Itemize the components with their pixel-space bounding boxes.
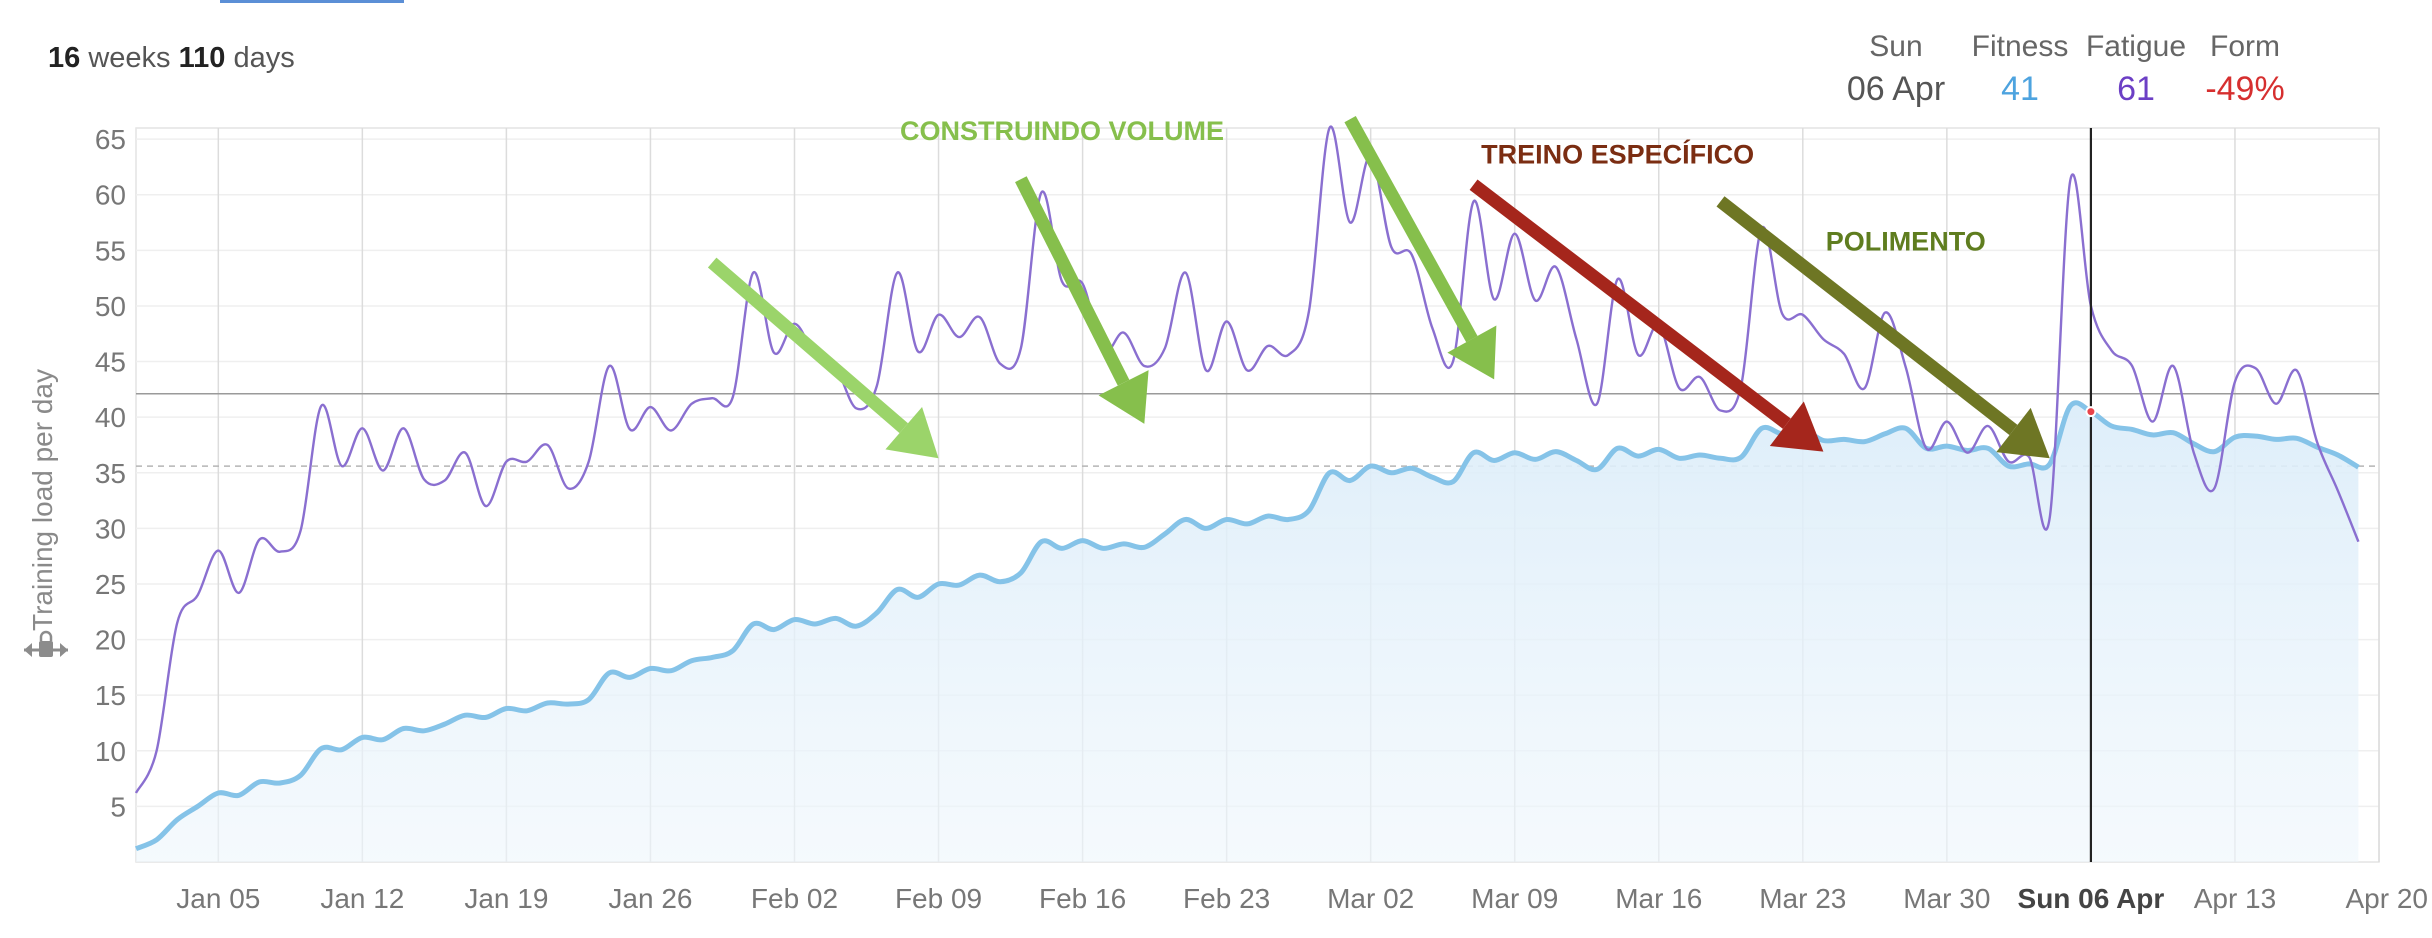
- x-tick-label: Jan 05: [176, 883, 260, 914]
- x-tick-label: Mar 30: [1903, 883, 1990, 914]
- x-tick-label: Jan 26: [608, 883, 692, 914]
- y-tick-label: 15: [95, 680, 126, 711]
- y-tick-labels: 5 10 15 20 25 30 35 40 45 50 55 60 65: [95, 124, 126, 822]
- annotation-arrow-shaft: [1015, 176, 1130, 386]
- x-tick-label: Jan 12: [320, 883, 404, 914]
- annotation-arrow-head: [1996, 407, 2050, 459]
- legend-fitness: Fitness 41: [1955, 30, 2085, 109]
- annotation-arrow-head: [1447, 325, 1497, 380]
- annotation-arrow-shaft: [1469, 179, 1791, 429]
- annotation-labels: CONSTRUINDO VOLUME TREINO ESPECÍFICO POLIM…: [900, 116, 1986, 256]
- reference-lines: [136, 393, 2379, 467]
- hover-cursor: [2085, 128, 2097, 862]
- annotation-arrows: [707, 115, 2050, 459]
- fitness-area: [136, 402, 2359, 862]
- y-tick-label: 65: [95, 124, 126, 155]
- x-tick-label: Feb 09: [895, 883, 982, 914]
- legend-date: Sun 06 Apr: [1836, 30, 1956, 109]
- days-label: days: [233, 42, 295, 74]
- annotation-arrow-shaft: [1344, 115, 1478, 343]
- y-tick-label: 60: [95, 180, 126, 211]
- y-tick-label: 35: [95, 458, 126, 489]
- annotation-label: POLIMENTO: [1826, 226, 1986, 256]
- weeks-label: weeks: [88, 42, 171, 74]
- y-axis-label: Training load per day: [27, 369, 58, 631]
- cursor-point: [2085, 406, 2097, 418]
- x-tick-label: Mar 09: [1471, 883, 1558, 914]
- days-count: 110: [178, 42, 226, 74]
- y-tick-label: 20: [95, 625, 126, 656]
- legend-form-label: Form: [2210, 30, 2280, 63]
- legend-fitness-value: 41: [2001, 70, 2039, 108]
- legend-fatigue-label: Fatigue: [2085, 30, 2187, 63]
- legend-fatigue: Fatigue 61: [2076, 30, 2196, 109]
- vertical-resize-handle-icon[interactable]: [20, 630, 72, 670]
- fitness-line: [134, 400, 2360, 852]
- weeks-count: 16: [48, 42, 81, 74]
- y-tick-label: 30: [95, 513, 126, 544]
- annotation-arrow-head: [1769, 401, 1824, 452]
- x-tick-label: Apr 20: [2346, 883, 2429, 914]
- legend-fitness-label: Fitness: [1971, 30, 2069, 63]
- annotation-arrow-shaft: [707, 257, 908, 434]
- x-tick-label-highlight: Sun 06 Apr: [2018, 883, 2165, 914]
- x-tick-label: Mar 23: [1759, 883, 1846, 914]
- y-tick-label: 45: [95, 347, 126, 378]
- y-tick-label: 5: [110, 791, 126, 822]
- annotation-arrow-shaft: [1716, 196, 2018, 436]
- x-tick-labels: Jan 05 Jan 12 Jan 19 Jan 26 Feb 02 Feb 09 Feb …: [176, 883, 2428, 914]
- y-tick-label: 50: [95, 291, 126, 322]
- legend-form: Form -49%: [2190, 30, 2300, 109]
- legend-date-value: 06 Apr: [1846, 70, 1946, 108]
- legend-form-value: -49%: [2205, 70, 2285, 108]
- annotation-arrow-head: [885, 407, 939, 459]
- annotation-label: CONSTRUINDO VOLUME: [900, 116, 1224, 146]
- annotation-label: TREINO ESPECÍFICO: [1481, 139, 1754, 170]
- x-tick-label: Feb 02: [751, 883, 838, 914]
- legend-fatigue-value: 61: [2117, 70, 2155, 108]
- x-tick-label: Apr 13: [2194, 883, 2277, 914]
- y-tick-label: 55: [95, 235, 126, 266]
- top-scroll-indicator: [220, 0, 404, 3]
- annotation-arrow-head: [1098, 370, 1149, 424]
- legend-date-day: Sun: [1869, 30, 1923, 63]
- y-tick-label: 40: [95, 402, 126, 433]
- y-tick-label: 25: [95, 569, 126, 600]
- series: [134, 125, 2360, 862]
- x-tick-label: Jan 19: [464, 883, 548, 914]
- x-tick-label: Mar 16: [1615, 883, 1702, 914]
- x-tick-label: Feb 16: [1039, 883, 1126, 914]
- x-tick-label: Feb 23: [1183, 883, 1270, 914]
- y-tick-label: 10: [95, 736, 126, 767]
- period-summary: 16 weeks 110 days: [48, 42, 295, 75]
- fatigue-line: [134, 125, 2360, 794]
- x-tick-label: Mar 02: [1327, 883, 1414, 914]
